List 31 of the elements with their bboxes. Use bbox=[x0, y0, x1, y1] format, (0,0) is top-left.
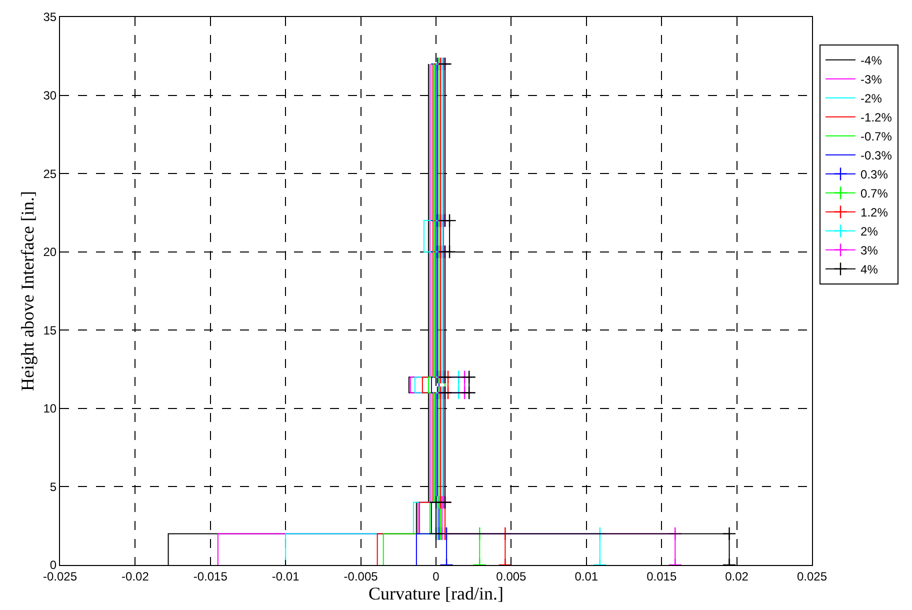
legend-label: 1.2% bbox=[860, 206, 888, 220]
legend-label: -4% bbox=[860, 54, 882, 68]
y-axis-title: Height above Interface [in.] bbox=[17, 191, 38, 391]
legend-label: -2% bbox=[860, 92, 882, 106]
y-tick-label: 35 bbox=[43, 10, 57, 24]
legend-label: 0.3% bbox=[860, 168, 888, 182]
x-tick-label: 0 bbox=[432, 569, 440, 584]
y-tick-label: 15 bbox=[43, 323, 57, 338]
legend-label: -0.7% bbox=[860, 130, 892, 144]
legend-label: -3% bbox=[860, 72, 882, 87]
y-tick-label: 30 bbox=[43, 88, 57, 102]
x-tick-label: 0.02 bbox=[725, 569, 749, 584]
legend-label: 4% bbox=[860, 262, 878, 277]
legend-label: 3% bbox=[860, 244, 878, 258]
y-tick-label: 25 bbox=[43, 166, 57, 181]
legend-label: 2% bbox=[860, 224, 878, 239]
legend-label: 0.7% bbox=[860, 186, 888, 201]
x-tick-label: 0.01 bbox=[574, 569, 598, 584]
legend-label: -0.3% bbox=[860, 148, 892, 163]
y-tick-label: 10 bbox=[43, 402, 57, 416]
x-axis-title: Curvature [rad/in.] bbox=[368, 583, 504, 604]
x-tick-label: 0.015 bbox=[646, 569, 677, 584]
x-tick-label: -0.015 bbox=[193, 569, 228, 584]
legend-label: -1.2% bbox=[860, 110, 892, 125]
y-tick-label: 20 bbox=[43, 245, 57, 260]
x-tick-label: -0.005 bbox=[344, 569, 378, 584]
x-tick-label: -0.02 bbox=[122, 569, 150, 584]
x-tick-label: 0.005 bbox=[496, 569, 527, 584]
x-tick-label: -0.01 bbox=[272, 569, 300, 584]
y-tick-label: 5 bbox=[50, 480, 57, 494]
x-tick-label: 0.025 bbox=[796, 569, 828, 584]
